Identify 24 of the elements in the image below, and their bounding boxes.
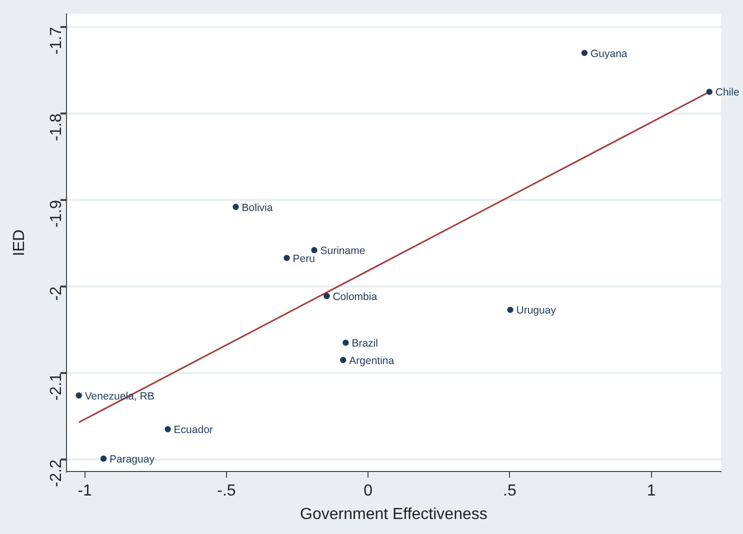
annotation: Paraguay bbox=[110, 454, 156, 466]
x-tick-label: 0 bbox=[364, 482, 373, 500]
y-axis-title: IED bbox=[11, 229, 28, 256]
y-tick-label: -1.9 bbox=[48, 200, 65, 228]
annotation: Chile bbox=[715, 86, 740, 99]
annotation: Guyana bbox=[590, 48, 628, 60]
y-tick-label: -1.8 bbox=[48, 113, 65, 142]
x-axis-title: Government Effectiveness bbox=[300, 506, 488, 523]
y-tick-label: -2.2 bbox=[48, 459, 65, 488]
y-tick-label: -1.7 bbox=[48, 26, 65, 55]
x-tick-label: .5 bbox=[503, 482, 516, 500]
x-tick-label: -1 bbox=[78, 482, 92, 500]
x-tick-label: 1 bbox=[646, 482, 656, 500]
annotation: Bolivia bbox=[242, 202, 273, 214]
annotation: Suriname bbox=[320, 245, 366, 258]
x-tick-label: -.5 bbox=[217, 482, 236, 500]
y-tick-label: -2 bbox=[48, 286, 65, 301]
annotation: Brazil bbox=[352, 338, 378, 350]
annotation: Colombia bbox=[332, 290, 378, 303]
annotation: Peru bbox=[292, 252, 316, 265]
y-tick-label: -2.1 bbox=[48, 372, 65, 401]
annotation: Argentina bbox=[349, 354, 394, 367]
annotation: Uruguay bbox=[516, 304, 557, 317]
annotation: Ecuador bbox=[174, 424, 214, 436]
